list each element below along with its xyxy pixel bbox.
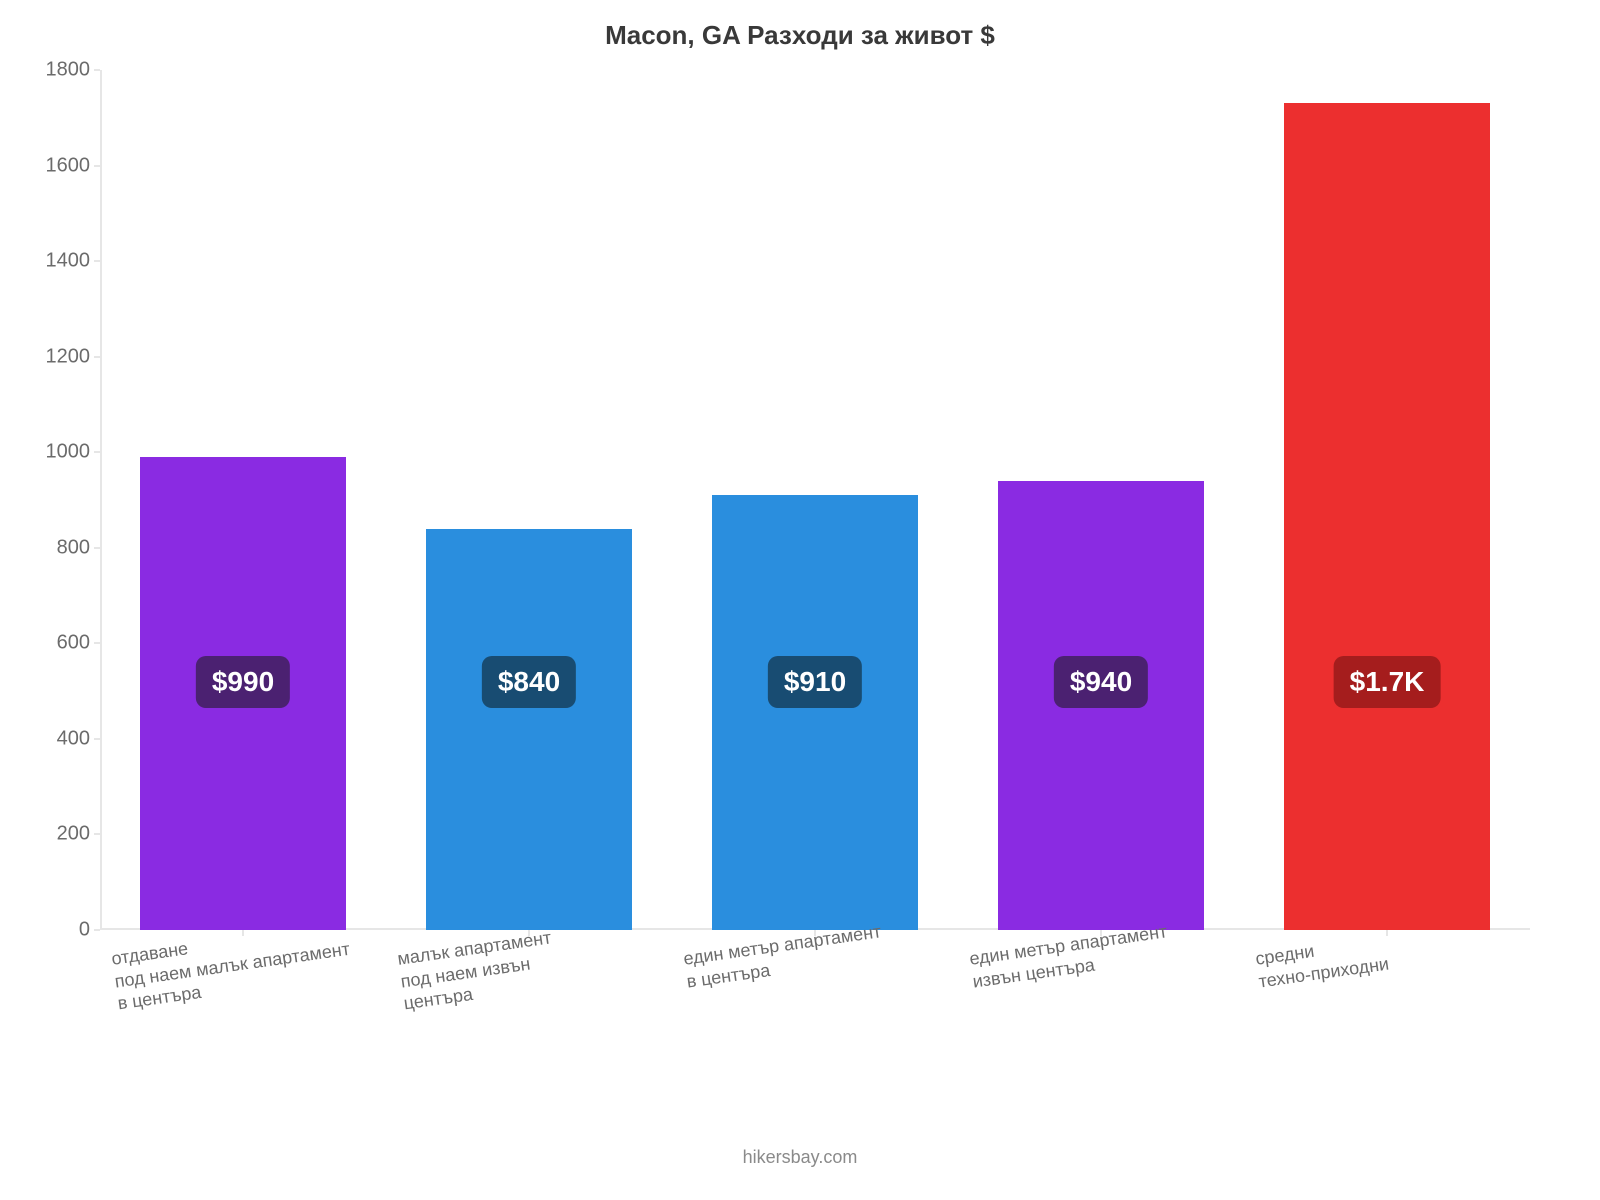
y-tick-label: 1000: [46, 441, 101, 464]
y-tick-mark: [94, 165, 100, 167]
bar-value-badge: $1.7K: [1334, 656, 1441, 708]
x-tick-mark: [1386, 930, 1388, 936]
y-tick-mark: [94, 929, 100, 931]
bar-value-badge: $840: [482, 656, 576, 708]
y-tick-label: 1200: [46, 345, 101, 368]
bar-value-badge: $940: [1054, 656, 1148, 708]
chart-container: Macon, GA Разходи за живот $ 02004006008…: [0, 0, 1600, 1200]
x-tick-label: малък апартамент под наем извън центъра: [396, 926, 559, 1014]
plot-area: 020040060080010001200140016001800$990отд…: [100, 70, 1530, 930]
bar-value-badge: $990: [196, 656, 290, 708]
x-tick-label: средни техно-приходни: [1254, 930, 1390, 993]
bar: [426, 529, 632, 930]
y-tick-mark: [94, 738, 100, 740]
y-tick-mark: [94, 69, 100, 71]
bar: [712, 495, 918, 930]
y-tick-mark: [94, 642, 100, 644]
y-tick-mark: [94, 260, 100, 262]
bar: [1284, 103, 1490, 930]
y-tick-label: 1600: [46, 154, 101, 177]
y-tick-label: 1800: [46, 59, 101, 82]
y-tick-mark: [94, 833, 100, 835]
chart-title: Macon, GA Разходи за живот $: [0, 20, 1600, 51]
bar-value-badge: $910: [768, 656, 862, 708]
y-tick-mark: [94, 547, 100, 549]
y-axis-line: [100, 70, 102, 930]
y-tick-mark: [94, 356, 100, 358]
x-tick-label: един метър апартамент в центъра: [682, 920, 886, 992]
y-tick-mark: [94, 451, 100, 453]
credit-text: hikersbay.com: [0, 1147, 1600, 1168]
y-tick-label: 1400: [46, 250, 101, 273]
x-tick-label: един метър апартамент извън центъра: [968, 920, 1172, 992]
